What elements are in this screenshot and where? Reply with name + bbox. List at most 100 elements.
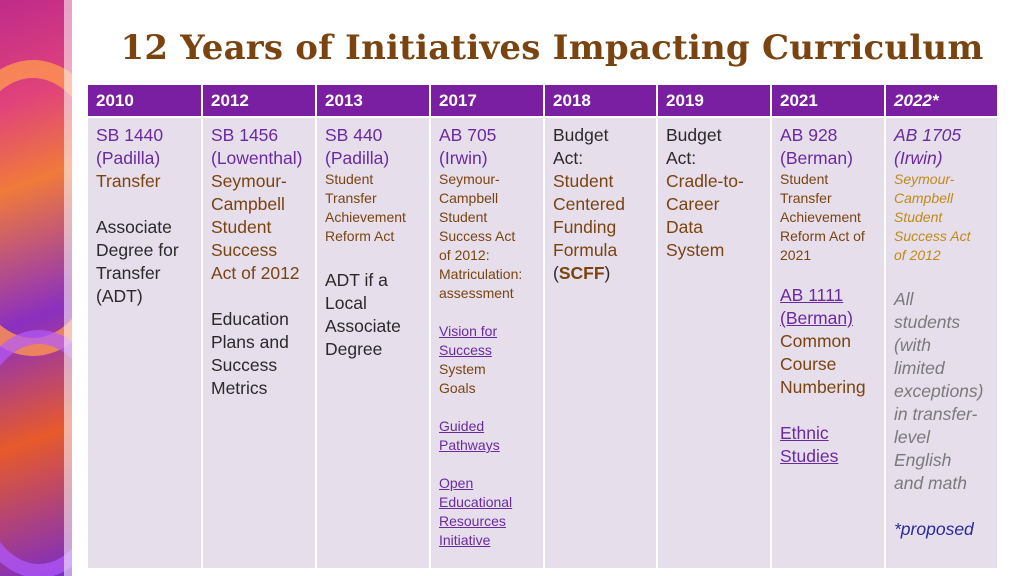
header-2022: 2022* xyxy=(885,85,999,117)
cell-text: Numbering xyxy=(780,377,866,397)
cell-text: Campbell xyxy=(211,194,285,214)
header-2019: 2019 xyxy=(657,85,772,117)
cell-text: Career xyxy=(666,194,720,214)
berman-link[interactable]: (Berman) xyxy=(780,148,853,168)
guided-pathways-link[interactable]: Guided xyxy=(439,418,485,434)
oer-initiative-link[interactable]: Open xyxy=(439,475,474,491)
cell-text: Student xyxy=(780,171,829,187)
decorative-swirl xyxy=(0,330,72,576)
ethnic-studies-link[interactable]: Ethnic xyxy=(780,423,829,443)
cell-text: students xyxy=(894,312,961,332)
padilla-link[interactable]: (Padilla) xyxy=(325,148,390,168)
cell-text: Local xyxy=(325,293,367,313)
cell-text: Seymour- xyxy=(211,171,287,191)
decorative-swirl xyxy=(0,60,72,356)
cell-text: of 2012: xyxy=(439,247,490,263)
cell-text: 2021 xyxy=(780,247,812,263)
cell-text: Act of 2012 xyxy=(211,263,300,283)
header-2021: 2021 xyxy=(771,85,886,117)
ethnic-studies-link[interactable]: Studies xyxy=(780,446,839,466)
decorative-side-art xyxy=(0,0,72,576)
cell-text: Act: xyxy=(666,148,697,168)
cell-text: Data xyxy=(666,217,703,237)
cell-2012: SB 1456 (Lowenthal) Seymour- Campbell St… xyxy=(202,116,317,568)
cell-text: Funding xyxy=(553,217,617,237)
vision-for-success-link[interactable]: Success xyxy=(439,342,492,358)
cell-text: Budget xyxy=(666,125,722,145)
ab1111-link[interactable]: AB 1111 xyxy=(780,285,844,305)
header-2013: 2013 xyxy=(316,85,431,117)
lowenthal-link[interactable]: (Lowenthal) xyxy=(211,148,303,168)
cell-text: (ADT) xyxy=(96,286,143,306)
proposed-note: *proposed xyxy=(894,519,974,539)
cell-text: Education xyxy=(211,309,289,329)
cell-text: Degree for xyxy=(96,240,179,260)
cell-text: Centered xyxy=(553,194,625,214)
sb1440-link[interactable]: SB 1440 xyxy=(96,125,164,145)
cell-text: Achievement xyxy=(780,209,861,225)
cell-text: Student xyxy=(894,209,943,225)
decorative-strip xyxy=(64,0,72,576)
cell-text: Formula xyxy=(553,240,618,260)
cell-text: Campbell xyxy=(439,190,499,206)
cell-text: Student xyxy=(439,209,488,225)
cell-text: Common xyxy=(780,331,851,351)
cell-text: and math xyxy=(894,473,967,493)
header-2012: 2012 xyxy=(202,85,317,117)
oer-initiative-link[interactable]: Educational xyxy=(439,494,513,510)
guided-pathways-link[interactable]: Pathways xyxy=(439,437,500,453)
content-row: SB 1440 (Padilla) Transfer Associate Deg… xyxy=(88,116,999,568)
cell-text: Course xyxy=(780,354,837,374)
cell-text: Transfer xyxy=(325,190,377,206)
irwin-link[interactable]: (Irwin) xyxy=(439,148,488,168)
ab1705-link[interactable]: AB 1705 xyxy=(894,125,962,145)
cell-text: Success xyxy=(211,240,278,260)
cell-text: of 2012 xyxy=(894,247,941,263)
cell-text: exceptions) xyxy=(894,381,984,401)
cell-text: Budget xyxy=(553,125,609,145)
cell-2018: Budget Act: Student Centered Funding For… xyxy=(544,116,658,568)
vision-for-success-link[interactable]: Vision for xyxy=(439,323,498,339)
cell-text: level xyxy=(894,427,930,447)
irwin-link[interactable]: (Irwin) xyxy=(894,148,943,168)
header-2017: 2017 xyxy=(430,85,545,117)
cell-text: Reform Act of xyxy=(780,228,865,244)
cell-text: Student xyxy=(325,171,374,187)
cell-2017: AB 705 (Irwin) Seymour- Campbell Student… xyxy=(430,116,545,568)
cell-text: Achievement xyxy=(325,209,406,225)
scff-label: SCFF xyxy=(558,263,605,283)
cell-text: ADT if a xyxy=(325,270,388,290)
cell-text: limited xyxy=(894,358,945,378)
cell-text: Success Act xyxy=(894,228,971,244)
oer-initiative-link[interactable]: Resources xyxy=(439,513,506,529)
cell-text: All xyxy=(894,289,914,309)
cell-2022: AB 1705 (Irwin) Seymour- Campbell Studen… xyxy=(885,116,999,568)
padilla-link[interactable]: (Padilla) xyxy=(96,148,161,168)
cell-text: System xyxy=(439,361,486,377)
cell-text: Cradle-to- xyxy=(666,171,744,191)
ab705-link[interactable]: AB 705 xyxy=(439,125,497,145)
page-title: 12 Years of Initiatives Impacting Curric… xyxy=(120,28,984,68)
ab928-link[interactable]: AB 928 xyxy=(780,125,838,145)
oer-initiative-link[interactable]: Initiative xyxy=(439,532,491,548)
berman-link[interactable]: (Berman) xyxy=(780,308,853,328)
header-2010: 2010 xyxy=(88,85,203,117)
cell-text: Degree xyxy=(325,339,383,359)
cell-text: Success Act xyxy=(439,228,516,244)
cell-2013: SB 440 (Padilla) Student Transfer Achiev… xyxy=(316,116,431,568)
cell-text: Transfer xyxy=(96,263,161,283)
initiatives-table: 2010 2012 2013 2017 2018 2019 2021 2022*… xyxy=(88,85,999,568)
cell-text: Plans and xyxy=(211,332,289,352)
cell-text: Student xyxy=(553,171,614,191)
cell-text: assessment xyxy=(439,285,514,301)
cell-2021: AB 928 (Berman) Student Transfer Achieve… xyxy=(771,116,886,568)
sb1456-link[interactable]: SB 1456 xyxy=(211,125,279,145)
cell-2019: Budget Act: Cradle-to- Career Data Syste… xyxy=(657,116,772,568)
cell-text: Goals xyxy=(439,380,476,396)
cell-2010: SB 1440 (Padilla) Transfer Associate Deg… xyxy=(88,116,203,568)
cell-text: Act: xyxy=(553,148,584,168)
cell-text: Student xyxy=(211,217,272,237)
cell-text: Metrics xyxy=(211,378,268,398)
cell-text: Transfer xyxy=(96,171,161,191)
sb440-link[interactable]: SB 440 xyxy=(325,125,383,145)
